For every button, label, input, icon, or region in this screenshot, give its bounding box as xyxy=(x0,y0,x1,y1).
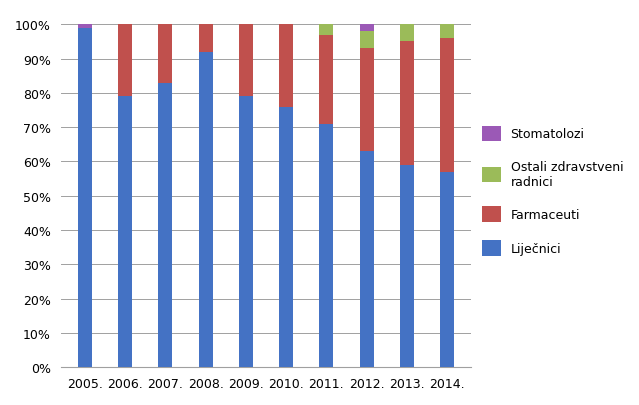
Bar xyxy=(360,152,374,367)
Legend: Stomatolozi, Ostali zdravstveni
radnici, Farmaceuti, Liječnici: Stomatolozi, Ostali zdravstveni radnici,… xyxy=(482,126,623,256)
Bar xyxy=(400,43,414,166)
Bar xyxy=(158,83,173,367)
Bar xyxy=(400,166,414,367)
Bar xyxy=(360,49,374,152)
Bar xyxy=(158,25,173,83)
Bar xyxy=(118,97,132,367)
Bar xyxy=(320,25,334,36)
Bar xyxy=(239,25,253,97)
Bar xyxy=(78,25,92,29)
Bar xyxy=(400,25,414,43)
Bar xyxy=(239,97,253,367)
Bar xyxy=(440,25,454,39)
Bar xyxy=(199,53,213,367)
Bar xyxy=(279,25,293,107)
Bar xyxy=(199,25,213,53)
Bar xyxy=(360,25,374,32)
Bar xyxy=(440,173,454,367)
Bar xyxy=(279,107,293,367)
Bar xyxy=(360,32,374,49)
Bar xyxy=(320,124,334,367)
Bar xyxy=(78,29,92,367)
Bar xyxy=(118,25,132,97)
Bar xyxy=(320,36,334,124)
Bar xyxy=(440,39,454,173)
